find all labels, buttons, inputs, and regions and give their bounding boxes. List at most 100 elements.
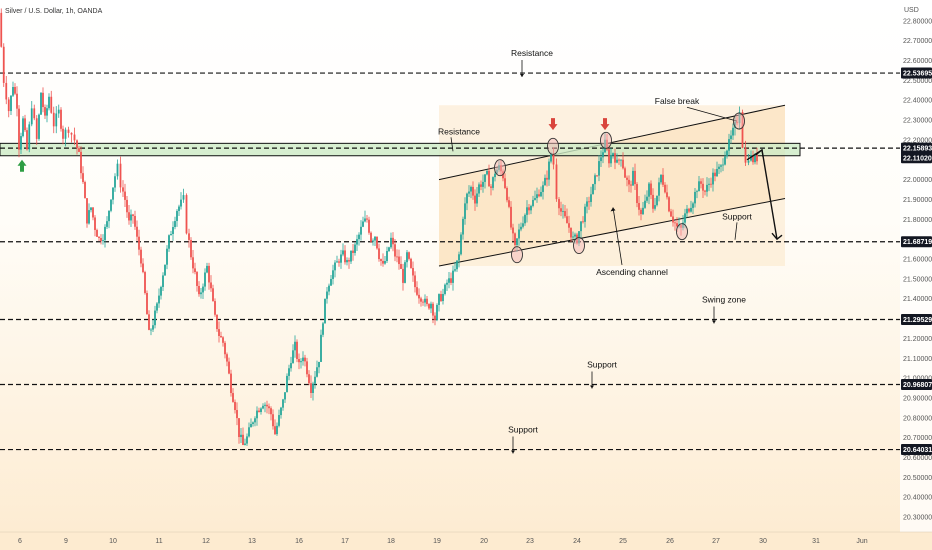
candle-body	[30, 108, 33, 125]
level-price-tag	[901, 142, 932, 154]
level-annotation: Support	[587, 359, 617, 369]
candle-body	[614, 153, 616, 163]
time-tick-label: 26	[666, 538, 674, 545]
candle-body	[146, 293, 148, 315]
candle-body	[318, 361, 320, 368]
candle-body	[510, 206, 512, 228]
time-axis[interactable]: 6 9 10 11 12 13 16 17 18 19 20 23 24 25 26 27 30 31 Jun	[0, 531, 932, 550]
candle-body	[522, 223, 524, 227]
candle-body	[230, 373, 232, 394]
candle-body	[426, 298, 428, 305]
time-tick-label: 30	[759, 538, 767, 545]
zone-annotation: Resistance	[438, 126, 480, 136]
candle-body	[474, 195, 476, 204]
candle-body	[462, 218, 464, 235]
candle-body	[152, 325, 154, 330]
candle-body	[18, 108, 20, 150]
time-tick-label: 24	[573, 538, 581, 545]
candle-body	[136, 226, 138, 237]
candle-body	[22, 118, 24, 137]
candle-body	[686, 208, 688, 214]
candle-body	[248, 427, 250, 437]
candle-body	[174, 221, 176, 228]
candle-body	[182, 195, 185, 200]
candle-body	[150, 329, 152, 331]
candle-body	[458, 254, 460, 261]
candle-body	[412, 267, 414, 276]
candle-body	[712, 172, 714, 185]
candle-body	[555, 164, 558, 200]
candle-body	[572, 236, 574, 238]
candle-body	[390, 237, 392, 248]
price-tick-label: 21.60000	[903, 257, 932, 264]
candle-body	[94, 217, 96, 230]
price-tick-label: 20.60000	[903, 455, 932, 462]
candle-body	[460, 234, 462, 255]
candle-body	[472, 186, 474, 196]
candle-body	[166, 248, 168, 265]
resistance-zone	[0, 142, 801, 157]
candle-body	[35, 118, 38, 139]
candle-body	[180, 199, 182, 207]
candle-body	[532, 199, 534, 206]
candle-body	[260, 408, 262, 412]
candle-body	[616, 159, 618, 163]
candle-body	[386, 251, 388, 262]
candle-body	[134, 215, 136, 227]
channel-annotation: Ascending channel	[596, 267, 668, 277]
candle-body	[366, 218, 368, 220]
candle-body	[212, 288, 214, 302]
level-price-label: 21.29529	[903, 317, 932, 324]
price-axis[interactable]: 22.80000 22.70000 22.60000 22.50000 22.40000…	[900, 0, 932, 550]
touch-point-circle	[547, 137, 559, 155]
candle-body	[7, 99, 10, 112]
candle-body	[596, 175, 598, 177]
candle-body	[402, 268, 404, 283]
candle-body	[326, 291, 328, 299]
candle-body	[294, 341, 296, 351]
candle-body	[268, 406, 270, 409]
candle-body	[236, 410, 238, 419]
candle-body	[206, 265, 208, 273]
horizontal-levels	[0, 72, 900, 451]
candle-body	[456, 260, 458, 270]
candle-body	[634, 170, 636, 185]
candle-body	[656, 195, 658, 206]
candle-body	[112, 187, 114, 200]
candle-body	[754, 154, 756, 163]
candle-body	[666, 192, 668, 198]
time-tick-label: 11	[155, 538, 162, 545]
candle-body	[364, 218, 366, 222]
candle-body	[514, 233, 516, 245]
candle-body	[560, 208, 562, 212]
candle-body	[370, 232, 372, 242]
candle-body	[0, 12, 3, 47]
candle-body	[278, 415, 280, 426]
candle-body	[302, 357, 304, 362]
candle-body	[198, 285, 200, 295]
candle-body	[42, 92, 44, 108]
candle-body	[492, 177, 494, 188]
time-tick-label: Jun	[856, 538, 867, 545]
candle-body	[660, 174, 662, 183]
false-break-annotation: False break	[655, 96, 700, 106]
candle-body	[612, 153, 614, 156]
current-price-tag	[901, 152, 932, 164]
candle-body	[478, 184, 480, 194]
candle-body	[5, 82, 8, 100]
price-tick-label: 21.40000	[903, 296, 932, 303]
candle-body	[620, 159, 622, 161]
candle-body	[116, 163, 119, 177]
time-tick-label: 6	[18, 538, 22, 545]
price-tick-label: 20.90000	[903, 395, 932, 402]
candle-body	[352, 250, 354, 253]
candle-body	[55, 113, 58, 127]
price-tick-label: 22.50000	[903, 78, 932, 85]
candle-body	[420, 298, 422, 302]
price-tick-label: 22.00000	[903, 177, 932, 184]
price-tick-label: 21.20000	[903, 336, 932, 343]
current-price-label: 22.11020	[903, 155, 932, 162]
candle-body	[210, 282, 212, 289]
candle-body	[636, 184, 638, 204]
